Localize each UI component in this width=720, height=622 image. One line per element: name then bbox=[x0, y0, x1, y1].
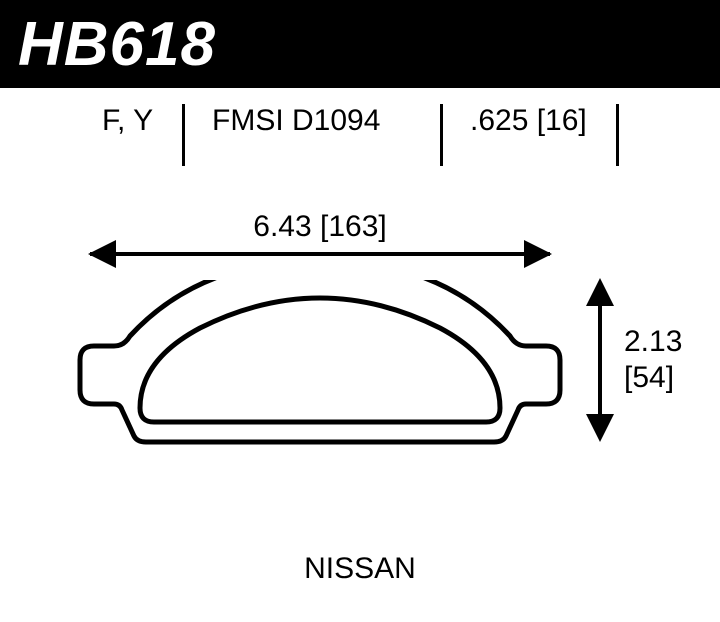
arrow-down-icon bbox=[586, 414, 614, 442]
spec-thickness: .625 [16] bbox=[470, 104, 587, 138]
dimension-line bbox=[598, 290, 602, 432]
height-mm: [54] bbox=[624, 361, 674, 394]
arrow-right-icon bbox=[524, 240, 552, 268]
spec-compounds: F, Y bbox=[102, 104, 153, 138]
spec-row: F, Y FMSI D1094 .625 [16] bbox=[0, 104, 720, 174]
spec-divider bbox=[440, 104, 443, 166]
dimension-line bbox=[90, 252, 550, 256]
pad-outer-path bbox=[80, 280, 560, 442]
height-dimension: 2.13 [54] bbox=[580, 280, 710, 440]
header-bar: HB618 bbox=[0, 0, 720, 88]
brake-pad-outline bbox=[60, 280, 580, 450]
spec-fmsi: FMSI D1094 bbox=[212, 104, 380, 138]
pad-inner-path bbox=[140, 298, 500, 422]
height-label: 2.13 [54] bbox=[624, 324, 682, 396]
spec-divider bbox=[616, 104, 619, 166]
spec-divider bbox=[182, 104, 185, 166]
width-dimension: 6.43 [163] bbox=[90, 216, 550, 256]
brand-label: NISSAN bbox=[0, 552, 720, 586]
height-inches: 2.13 bbox=[624, 325, 682, 358]
part-number: HB618 bbox=[18, 9, 216, 80]
width-label: 6.43 [163] bbox=[90, 210, 550, 244]
